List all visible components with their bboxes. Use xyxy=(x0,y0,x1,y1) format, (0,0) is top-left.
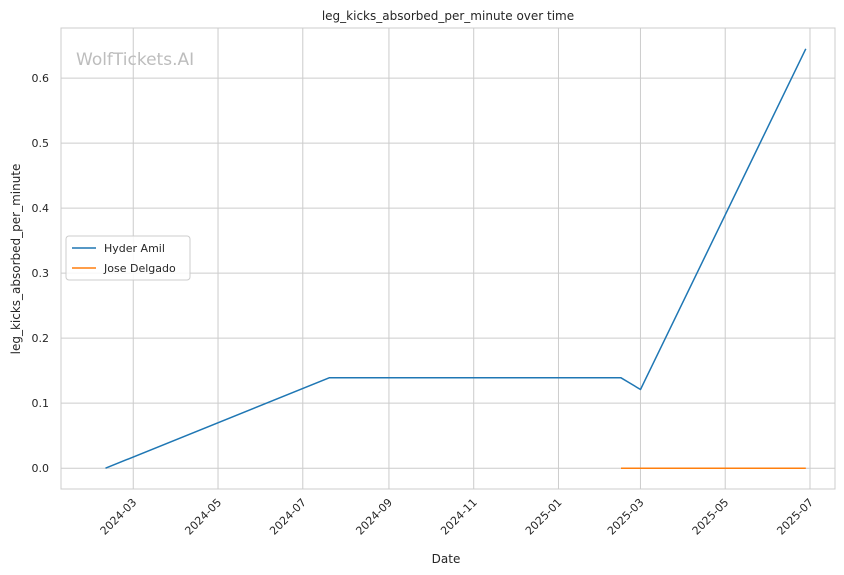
y-tick-labels: 0.0 0.1 0.2 0.3 0.4 0.5 0.6 xyxy=(32,72,50,475)
watermark: WolfTickets.AI xyxy=(76,50,194,70)
series-line-hyder-amil xyxy=(105,48,807,469)
y-tick-label-0.3: 0.3 xyxy=(32,267,50,280)
x-axis-title: Date xyxy=(432,552,461,566)
series-layer xyxy=(105,48,807,469)
legend-label-jose-delgado: Jose Delgado xyxy=(103,262,176,275)
y-axis-title: leg_kicks_absorbed_per_minute xyxy=(9,164,23,355)
y-tick-label-0.1: 0.1 xyxy=(32,397,50,410)
y-tick-label-0.2: 0.2 xyxy=(32,332,50,345)
y-tick-label-0.0: 0.0 xyxy=(32,462,50,475)
x-gridlines xyxy=(132,28,811,489)
legend-label-hyder-amil: Hyder Amil xyxy=(104,242,165,255)
chart-title: leg_kicks_absorbed_per_minute over time xyxy=(322,9,574,23)
legend: Hyder Amil Jose Delgado xyxy=(65,235,191,281)
y-tick-label-0.5: 0.5 xyxy=(32,137,50,150)
y-tick-label-0.4: 0.4 xyxy=(32,202,50,215)
legend-box xyxy=(65,235,191,281)
plot-frame xyxy=(60,27,836,490)
y-tick-label-0.6: 0.6 xyxy=(32,72,50,85)
